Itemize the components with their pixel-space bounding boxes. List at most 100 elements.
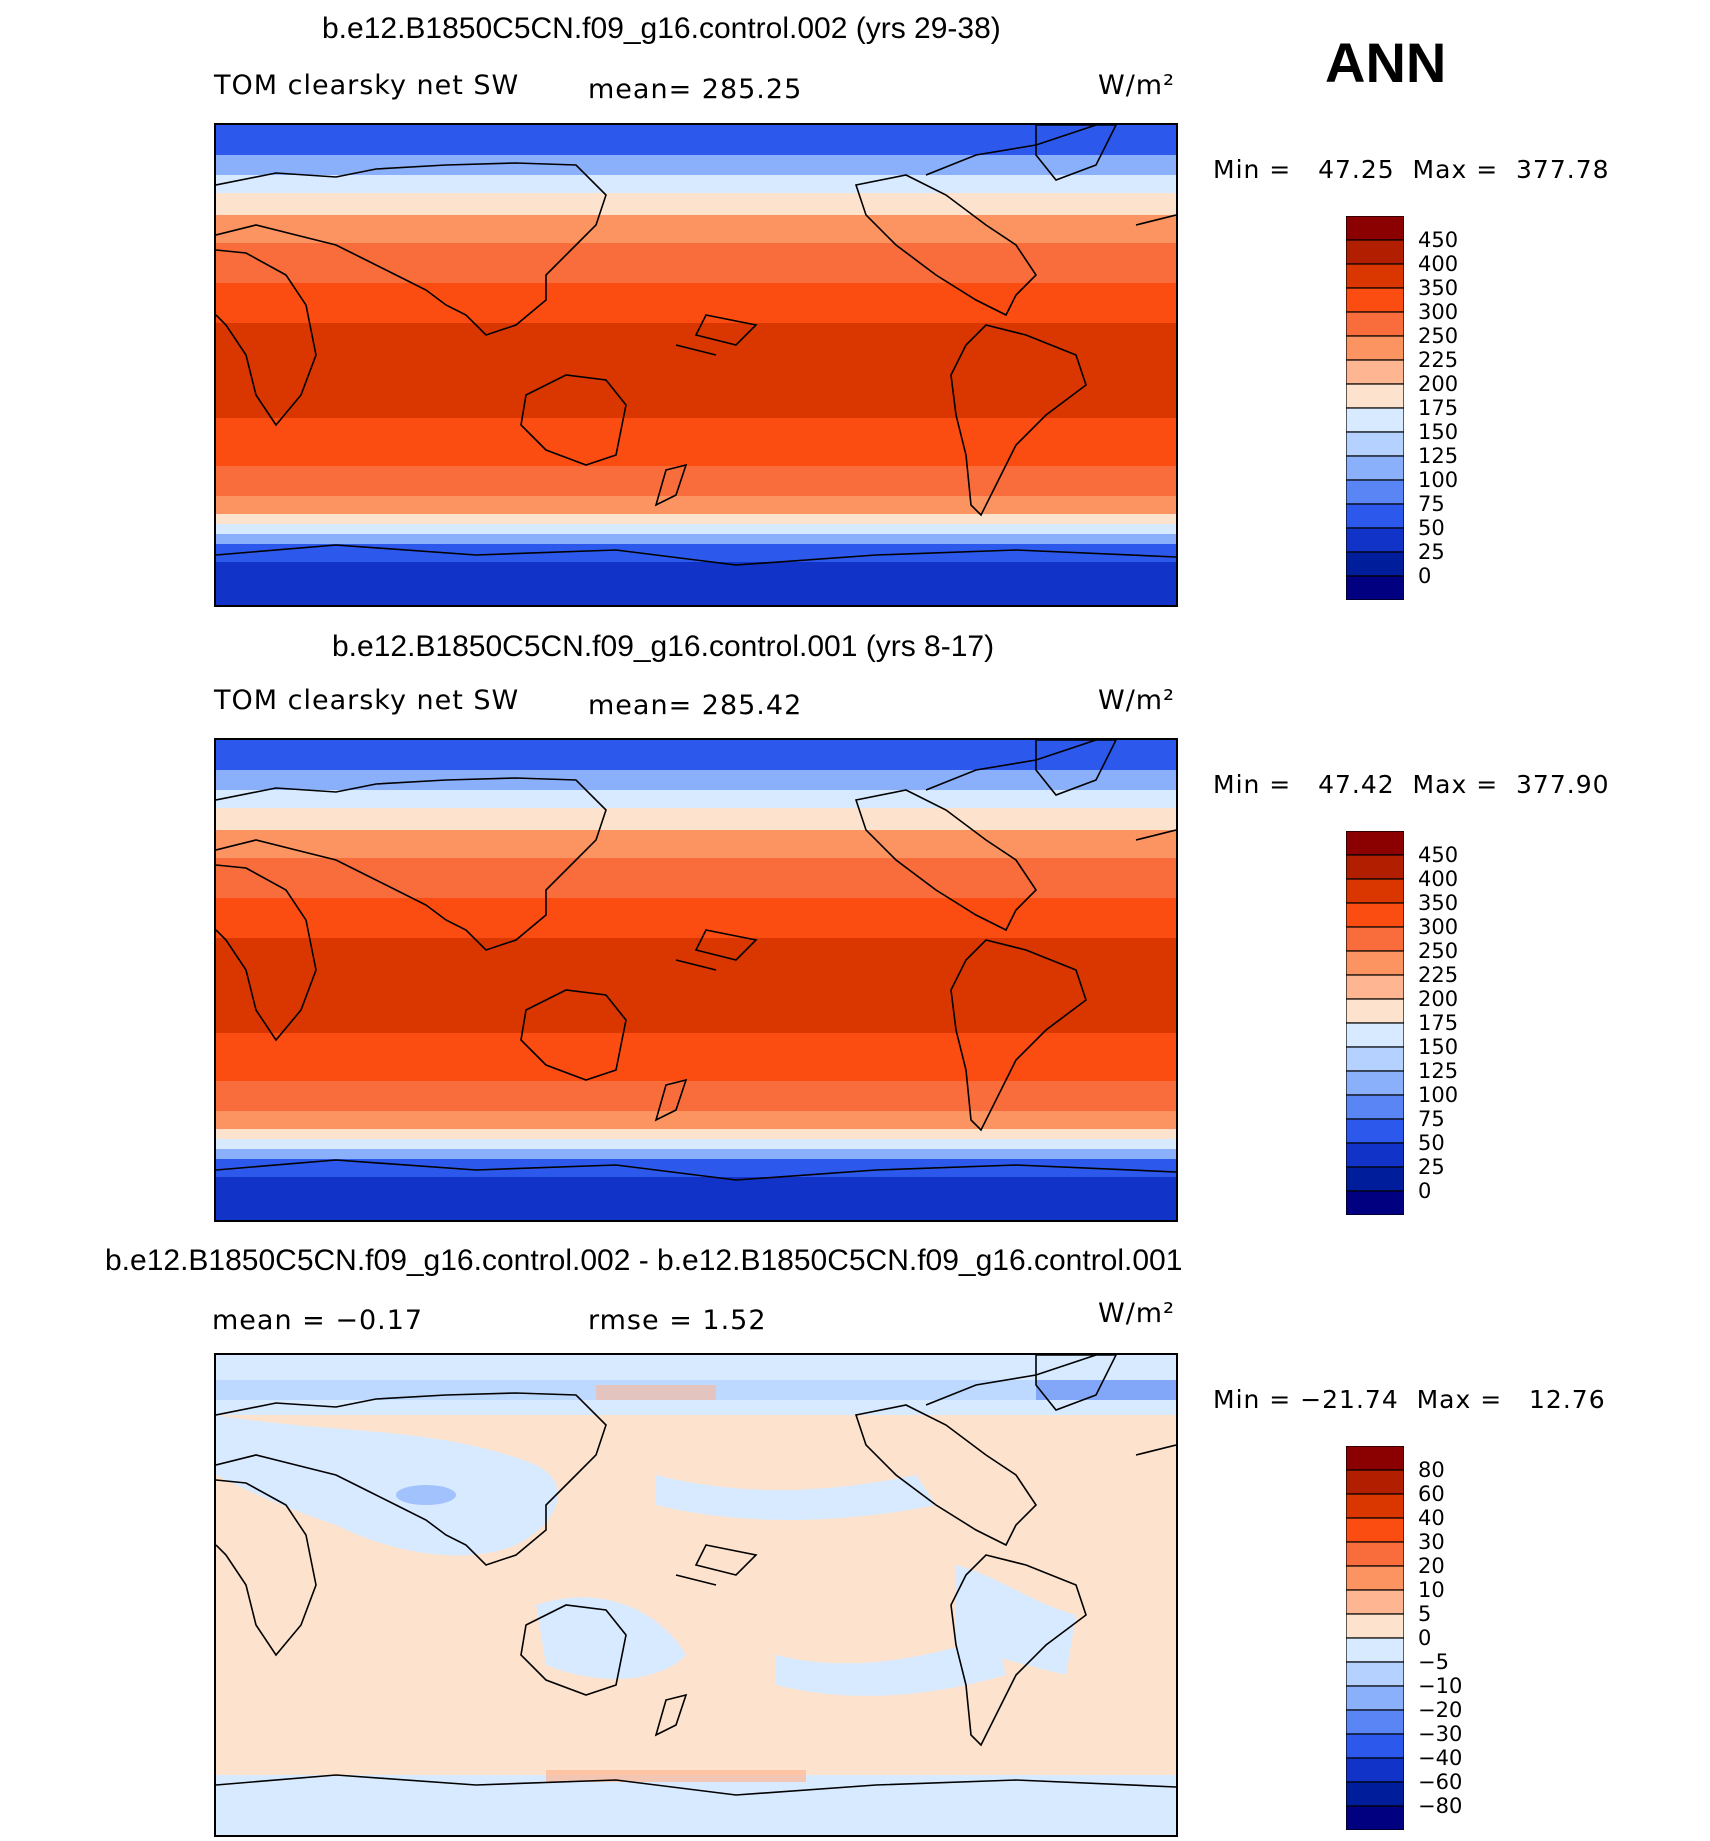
colorbar-swatch: [1346, 902, 1404, 928]
colorbar-tick-label: 30: [1418, 1530, 1445, 1554]
colorbar-swatch: [1346, 551, 1404, 577]
colorbar-swatch: [1346, 878, 1404, 904]
colorbar-tick-label: 350: [1418, 276, 1459, 300]
colorbar-swatch: [1346, 287, 1404, 313]
panel-1-variable: TOM clearsky net SW: [214, 70, 520, 101]
colorbar-swatch: [1346, 1142, 1404, 1168]
colorbar-swatch: [1346, 1637, 1404, 1663]
colorbar-tick-label: 0: [1418, 1179, 1432, 1203]
colorbar-swatch: [1346, 311, 1404, 337]
panel-2-bands: [216, 740, 1176, 1220]
colorbar-swatch: [1346, 1757, 1404, 1783]
colorbar-swatch: [1346, 1709, 1404, 1735]
colorbar-tick-label: 175: [1418, 396, 1459, 420]
colorbar-tick-label: 25: [1418, 540, 1445, 564]
panel-2-mean: mean= 285.42: [588, 690, 803, 721]
colorbar-tick-label: 200: [1418, 987, 1459, 1011]
panel-1-map: [214, 123, 1178, 607]
panel-2-colorbar: [1346, 831, 1404, 1215]
colorbar-tick-label: 125: [1418, 1059, 1459, 1083]
colorbar-tick-label: 150: [1418, 420, 1459, 444]
colorbar-tick-label: 400: [1418, 252, 1459, 276]
colorbar-tick-label: 100: [1418, 1083, 1459, 1107]
colorbar-swatch: [1346, 431, 1404, 457]
colorbar-tick-label: 40: [1418, 1506, 1445, 1530]
colorbar-tick-label: 0: [1418, 564, 1432, 588]
colorbar-swatch: [1346, 1166, 1404, 1192]
colorbar-tick-label: −20: [1418, 1698, 1463, 1722]
colorbar-swatch: [1346, 998, 1404, 1024]
colorbar-tick-label: 100: [1418, 468, 1459, 492]
colorbar-swatch: [1346, 216, 1404, 241]
colorbar-swatch: [1346, 407, 1404, 433]
colorbar-swatch: [1346, 1190, 1404, 1215]
panel-3-coastlines: [216, 1355, 1176, 1796]
colorbar-tick-label: 175: [1418, 1011, 1459, 1035]
colorbar-swatch: [1346, 1469, 1404, 1495]
colorbar-tick-label: −40: [1418, 1746, 1463, 1770]
colorbar-tick-label: 20: [1418, 1554, 1445, 1578]
colorbar-swatch: [1346, 1046, 1404, 1072]
colorbar-swatch: [1346, 926, 1404, 952]
colorbar-swatch: [1346, 1070, 1404, 1096]
panel-1-colorbar: [1346, 216, 1404, 600]
colorbar-swatch: [1346, 831, 1404, 856]
colorbar-tick-label: −30: [1418, 1722, 1463, 1746]
colorbar-swatch: [1346, 1661, 1404, 1687]
colorbar-swatch: [1346, 1685, 1404, 1711]
colorbar-tick-label: 300: [1418, 915, 1459, 939]
panel-1-units: W/m²: [1098, 70, 1175, 101]
colorbar-swatch: [1346, 479, 1404, 505]
panel-2-minmax: Min = 47.42 Max = 377.90: [1213, 770, 1610, 799]
colorbar-swatch: [1346, 359, 1404, 385]
colorbar-tick-label: 10: [1418, 1578, 1445, 1602]
panel-3-colorbar: [1346, 1446, 1404, 1830]
colorbar-swatch: [1346, 263, 1404, 289]
colorbar-tick-label: 75: [1418, 492, 1445, 516]
colorbar-tick-label: 50: [1418, 1131, 1445, 1155]
colorbar-tick-label: 60: [1418, 1482, 1445, 1506]
colorbar-swatch: [1346, 1022, 1404, 1048]
season-label: ANN: [1325, 31, 1447, 94]
colorbar-tick-label: 200: [1418, 372, 1459, 396]
colorbar-swatch: [1346, 1589, 1404, 1615]
colorbar-swatch: [1346, 854, 1404, 880]
colorbar-swatch: [1346, 335, 1404, 361]
colorbar-tick-label: −5: [1418, 1650, 1449, 1674]
panel-1-bands: [216, 125, 1176, 605]
panel-3-title: b.e12.B1850C5CN.f09_g16.control.002 - b.…: [105, 1244, 1183, 1277]
colorbar-tick-label: −80: [1418, 1794, 1463, 1818]
colorbar-tick-label: 0: [1418, 1626, 1432, 1650]
panel-2-coastlines: [216, 740, 1176, 1181]
colorbar-swatch: [1346, 1118, 1404, 1144]
panel-3-map: [214, 1353, 1178, 1837]
colorbar-swatch: [1346, 1493, 1404, 1519]
panel-2-map: [214, 738, 1178, 1222]
colorbar-tick-label: 350: [1418, 891, 1459, 915]
panel-3-field: [216, 1355, 1176, 1835]
colorbar-swatch: [1346, 1781, 1404, 1807]
colorbar-tick-label: 25: [1418, 1155, 1445, 1179]
colorbar-swatch: [1346, 1613, 1404, 1639]
panel-1-coastlines: [216, 125, 1176, 566]
panel-3-mean: mean = −0.17: [212, 1305, 424, 1336]
colorbar-tick-label: 5: [1418, 1602, 1432, 1626]
colorbar-swatch: [1346, 239, 1404, 265]
colorbar-tick-label: 400: [1418, 867, 1459, 891]
colorbar-tick-label: 150: [1418, 1035, 1459, 1059]
colorbar-tick-label: 450: [1418, 843, 1459, 867]
colorbar-tick-label: −60: [1418, 1770, 1463, 1794]
panel-3-rmse: rmse = 1.52: [588, 1305, 767, 1336]
panel-2-variable: TOM clearsky net SW: [214, 685, 520, 716]
colorbar-swatch: [1346, 527, 1404, 553]
colorbar-swatch: [1346, 383, 1404, 409]
panel-1-title: b.e12.B1850C5CN.f09_g16.control.002 (yrs…: [322, 12, 1001, 45]
colorbar-tick-label: 250: [1418, 939, 1459, 963]
panel-1-mean: mean= 285.25: [588, 74, 803, 105]
colorbar-swatch: [1346, 1733, 1404, 1759]
colorbar-tick-label: 225: [1418, 963, 1459, 987]
colorbar-tick-label: 50: [1418, 516, 1445, 540]
colorbar-tick-label: 125: [1418, 444, 1459, 468]
colorbar-swatch: [1346, 1565, 1404, 1591]
colorbar-tick-label: 225: [1418, 348, 1459, 372]
